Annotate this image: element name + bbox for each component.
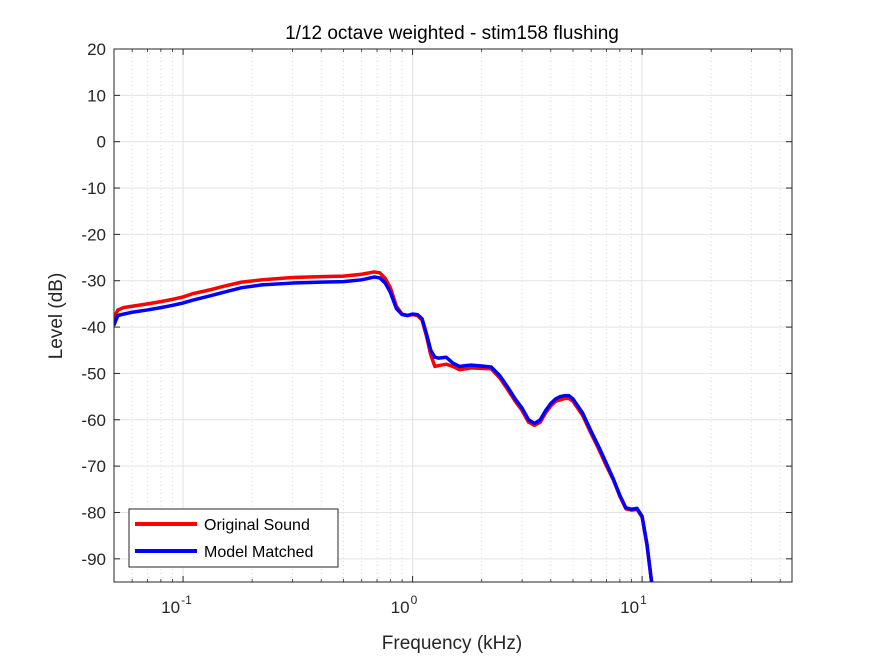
x-tick-label-base: 10 [391, 598, 410, 617]
y-tick-label: -30 [81, 272, 106, 291]
x-tick-label-base: 10 [161, 598, 180, 617]
legend-box [128, 508, 339, 568]
y-tick-label: 20 [87, 40, 106, 59]
x-tick-label-base: 10 [620, 598, 639, 617]
series-layer [114, 270, 654, 582]
x-tick-label: 10 0 [391, 593, 418, 617]
y-tick-label: -90 [81, 550, 106, 569]
y-tick-label: 10 [87, 86, 106, 105]
y-tick-label: -20 [81, 225, 106, 244]
y-tick-label: -70 [81, 457, 106, 476]
y-axis-label: Level (dB) [46, 273, 67, 360]
plot-background [114, 49, 792, 582]
y-tick-label: -80 [81, 503, 106, 522]
x-tick-labels: 10 -1 10 0 10 1 [161, 593, 647, 617]
series-line-model-matched [114, 275, 654, 582]
chart-title: 1/12 octave weighted - stim158 flushing [285, 23, 619, 44]
y-tick-labels: 20 10 0 -10 -20 -30 -40 -50 -60 -70 -80 -90 [81, 40, 106, 569]
x-tick-label: 10 -1 [161, 593, 192, 617]
x-tick-label-exponent: 1 [640, 593, 647, 607]
y-tick-label: -10 [81, 179, 106, 198]
x-tick-label-exponent: 0 [411, 593, 418, 607]
y-tick-label: -40 [81, 318, 106, 337]
y-tick-label: -60 [81, 411, 106, 430]
tick-marks [114, 48, 792, 582]
x-tick-label-exponent: -1 [181, 593, 192, 607]
x-axis-label: Frequency (kHz) [382, 633, 522, 654]
y-tick-label: -50 [81, 364, 106, 383]
legend-label-model-matched: Model Matched [204, 544, 313, 561]
plot-frame [113, 48, 793, 583]
legend: Original Sound Model Matched [128, 508, 339, 568]
legend-label-original-sound: Original Sound [204, 517, 310, 534]
y-tick-label: 0 [97, 133, 106, 152]
x-tick-label: 10 1 [620, 593, 647, 617]
